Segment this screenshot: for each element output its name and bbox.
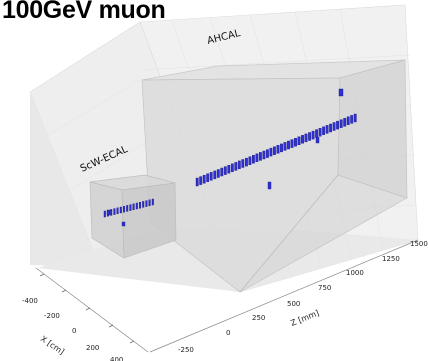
z-tick-label: -250: [178, 346, 194, 354]
hcal-hit: [195, 177, 199, 187]
ecal-hit: [142, 201, 145, 208]
ecal-box: [89, 174, 177, 259]
x-tick-mark: [108, 324, 114, 328]
isolated-hit: [338, 88, 344, 97]
hcal-hit: [202, 174, 206, 184]
z-tick-label: 1000: [346, 269, 364, 277]
ahcal-box: [141, 59, 408, 293]
z-tick-label: 0: [226, 329, 230, 337]
ecal-hit: [116, 207, 119, 215]
ecal-hit: [145, 200, 148, 207]
hcal-hit: [209, 172, 213, 181]
hcal-hit: [259, 152, 262, 161]
hcal-hit: [206, 173, 210, 182]
ecal-hit: [113, 208, 116, 215]
ecal-hit: [126, 205, 129, 212]
hcal-hit: [315, 129, 318, 138]
ecal-hit: [135, 202, 138, 210]
hcal-hit: [322, 126, 325, 136]
hcal-hit: [230, 163, 234, 173]
hcal-hit: [332, 122, 336, 131]
x-tick-mark: [61, 289, 67, 293]
z-tick-label: 1250: [382, 255, 400, 263]
x-tick-mark: [129, 340, 135, 344]
hits-layer: [103, 88, 357, 227]
x-tick-mark: [85, 307, 91, 311]
hcal-hit: [220, 167, 224, 177]
hcal-hit: [343, 118, 347, 127]
hcal-hit: [301, 135, 304, 144]
z-tick-label: 750: [318, 284, 331, 292]
hcal-hit: [283, 142, 287, 151]
ecal-hit: [148, 199, 151, 207]
hcal-hit: [308, 132, 311, 141]
hcal-hit: [199, 176, 203, 185]
hcal-hit: [297, 136, 301, 146]
hcal-hit: [255, 153, 259, 163]
ecal-hit: [138, 201, 141, 209]
hcal-hit: [237, 160, 241, 170]
hcal-hit: [336, 120, 339, 130]
x-tick-mark: [39, 273, 45, 277]
hcal-hit: [280, 143, 283, 153]
hcal-hit: [234, 162, 238, 171]
ecal-hit: [151, 198, 154, 206]
ecal-hit: [129, 204, 132, 211]
isolated-hit: [267, 181, 272, 190]
x-tick-label: 200: [86, 344, 99, 352]
z-axis-label: Z [mm]: [289, 308, 320, 328]
hcal-hit: [276, 145, 280, 154]
z-tick-label: 250: [252, 314, 265, 322]
hcal-hit: [262, 150, 266, 160]
hcal-hit: [266, 149, 269, 158]
z-tick-label: 500: [287, 300, 300, 308]
isolated-hit: [315, 136, 320, 144]
x-axis: -400 -200 0 200 400 X [cm]: [22, 267, 149, 361]
ecal-hit: [119, 206, 122, 214]
hcal-hit: [339, 119, 343, 128]
hcal-hit: [223, 166, 227, 175]
hcal-hit: [244, 157, 248, 167]
hcal-hit: [251, 154, 255, 164]
hcal-hit: [213, 170, 217, 180]
hcal-hit: [248, 156, 252, 165]
hcal-hit: [311, 130, 315, 140]
ecal-hit: [122, 205, 125, 213]
isolated-hit: [106, 209, 111, 216]
hcal-hit: [241, 159, 245, 168]
hcal-hit: [290, 139, 294, 148]
x-axis-label: X [cm]: [39, 334, 66, 356]
plot-title: 100GeV muon: [2, 0, 166, 24]
z-tick-label: 1500: [410, 240, 428, 248]
hcal-hit: [318, 127, 322, 137]
x-tick-label: 400: [110, 356, 123, 361]
ecal-hit: [110, 209, 113, 216]
hcal-hit: [294, 137, 297, 147]
hcal-hit: [227, 164, 231, 174]
ecal-hit: [132, 203, 135, 211]
x-tick-label: -400: [22, 297, 38, 305]
hcal-hit: [329, 123, 332, 133]
hcal-hit: [287, 140, 290, 150]
hcal-hit: [273, 146, 276, 155]
ecal-hit: [103, 210, 106, 218]
hcal-hit: [350, 115, 354, 124]
hcal-hit: [353, 113, 357, 123]
isolated-hit: [121, 221, 126, 227]
x-tick-label: -200: [44, 312, 60, 320]
hcal-hit: [346, 116, 350, 126]
hcal-hit: [304, 133, 308, 143]
x-tick-label: 0: [72, 327, 76, 335]
hcal-hit: [325, 125, 329, 134]
hcal-hit: [269, 147, 273, 157]
hcal-hit: [216, 169, 220, 178]
